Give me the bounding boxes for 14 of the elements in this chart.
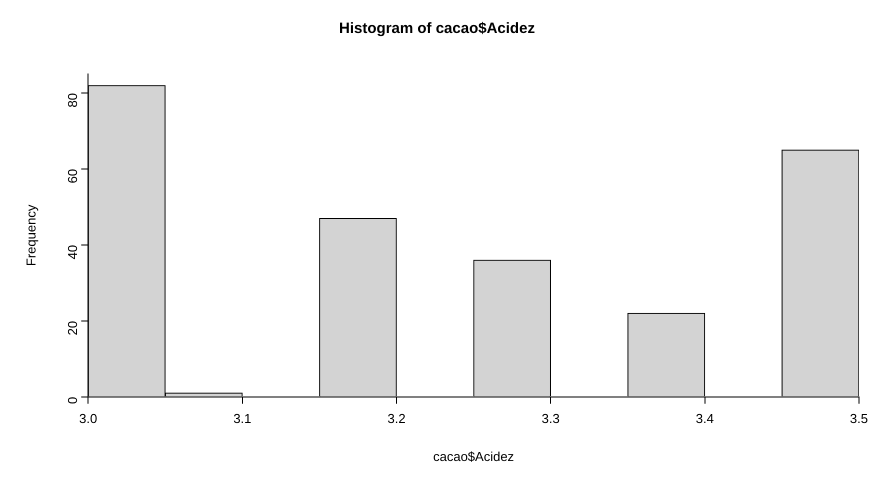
x-tick-label: 3.5 [850, 411, 868, 426]
y-tick-label: 40 [64, 244, 80, 260]
x-tick-label: 3.3 [542, 411, 560, 426]
x-tick-label: 3.0 [79, 411, 98, 426]
chart-title: Histogram of cacao$Acidez [339, 20, 535, 38]
y-tick-label: 80 [64, 92, 80, 108]
y-axis-title: Frequency [23, 204, 38, 266]
y-tick-label: 0 [64, 396, 80, 404]
x-axis-title: cacao$Acidez [433, 448, 514, 464]
x-tick-label: 3.4 [696, 411, 714, 426]
x-tick-label: 3.1 [233, 411, 252, 426]
x-tick-label: 3.2 [387, 411, 406, 426]
y-tick-label: 20 [64, 320, 80, 336]
y-tick-label: 60 [64, 168, 80, 184]
